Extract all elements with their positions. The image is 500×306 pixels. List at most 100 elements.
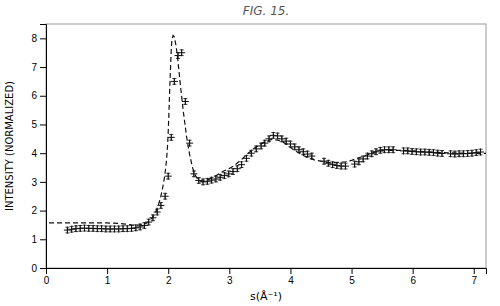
point xyxy=(145,219,152,226)
marks xyxy=(49,35,486,233)
x-axis-tick-mark xyxy=(352,268,353,274)
point xyxy=(439,150,446,157)
point xyxy=(243,155,250,162)
point xyxy=(390,146,397,153)
points xyxy=(64,49,484,233)
point xyxy=(404,147,411,154)
x-axis-tick-label: 7 xyxy=(471,275,477,286)
point xyxy=(329,161,336,168)
point xyxy=(212,176,219,183)
point xyxy=(342,163,349,170)
y-axis: 0 1 2 3 4 5 6 7 8 xyxy=(31,25,46,274)
point xyxy=(128,225,135,232)
point xyxy=(141,222,148,229)
point xyxy=(204,178,211,185)
x-axis-tick-mark xyxy=(107,268,108,274)
point xyxy=(165,173,172,180)
x-axis-tick: 4 xyxy=(288,268,294,286)
y-axis-tick-label: 4 xyxy=(31,148,37,159)
y-axis-tick-label: 1 xyxy=(31,234,37,245)
point xyxy=(195,177,202,184)
y-axis-tick-mark xyxy=(40,268,46,269)
y-axis-tick-mark xyxy=(40,124,46,125)
point xyxy=(333,162,340,169)
point xyxy=(221,172,228,179)
y-axis-tick: 0 xyxy=(31,263,46,274)
y-axis-tick-label: 2 xyxy=(31,205,37,216)
y-axis-tick-mark xyxy=(40,153,46,154)
point xyxy=(168,134,175,141)
point xyxy=(178,49,185,56)
point xyxy=(200,178,207,185)
x-axis-tick-label: 5 xyxy=(349,275,355,286)
point xyxy=(149,214,156,221)
point xyxy=(157,202,164,209)
point xyxy=(182,98,189,105)
y-axis-tick: 2 xyxy=(31,205,46,216)
y-axis-tick-label: 7 xyxy=(31,62,37,73)
y-axis-tick: 6 xyxy=(31,90,46,101)
x-axis-tick: 0 xyxy=(44,268,50,286)
x-axis-tick-mark xyxy=(229,268,230,274)
point xyxy=(468,150,475,157)
point xyxy=(477,149,484,156)
y-axis-tick-label: 0 xyxy=(31,263,37,274)
y-axis-tick-label: 3 xyxy=(31,177,37,188)
x-axis-line xyxy=(47,269,487,275)
point xyxy=(430,149,437,156)
point xyxy=(325,160,332,167)
point xyxy=(217,174,224,181)
point xyxy=(137,223,144,230)
x-axis-tick: 1 xyxy=(105,268,111,286)
y-axis-line xyxy=(40,25,47,269)
point xyxy=(270,132,277,139)
y-axis-tick-label: 6 xyxy=(31,90,37,101)
point xyxy=(162,193,169,200)
chart: 0 1 2 3 4 5 6 7 0 1 2 3 4 5 6 7 8 FIG. 15. s(Å⁻¹) INTENSITY… xyxy=(0,0,500,306)
x-axis-tick: 7 xyxy=(471,268,477,286)
point xyxy=(234,165,241,172)
x-axis-tick: 5 xyxy=(349,268,355,286)
point xyxy=(208,177,215,184)
point xyxy=(186,140,193,147)
x-axis: 0 1 2 3 4 5 6 7 xyxy=(44,268,487,286)
x-axis-tick-mark xyxy=(168,268,169,274)
y-axis-tick-mark xyxy=(40,38,46,39)
x-axis-tick-label: 6 xyxy=(410,275,416,286)
y-axis-tick-mark xyxy=(40,239,46,240)
x-axis-tick-label: 0 xyxy=(44,275,50,286)
point xyxy=(261,140,268,147)
point xyxy=(373,148,380,155)
y-axis-tick-mark xyxy=(40,96,46,97)
x-axis-tick-label: 2 xyxy=(166,275,172,286)
point xyxy=(68,226,75,233)
plot: 0 1 2 3 4 5 6 7 0 1 2 3 4 5 6 7 8 xyxy=(31,24,486,286)
point xyxy=(132,224,139,231)
point xyxy=(64,227,71,234)
point xyxy=(171,78,178,85)
y-axis-tick: 8 xyxy=(31,33,46,44)
error-bars xyxy=(65,50,482,233)
plot-frame xyxy=(46,24,486,268)
point xyxy=(473,149,480,156)
point xyxy=(238,161,245,168)
x-axis-tick-label: 1 xyxy=(105,275,111,286)
point xyxy=(266,135,273,142)
y-axis-title: INTENSITY (NORMALIZED) xyxy=(4,81,15,211)
point xyxy=(248,150,255,157)
y-axis-tick: 4 xyxy=(31,148,46,159)
y-axis-tick: 1 xyxy=(31,234,46,245)
y-axis-tick: 5 xyxy=(31,119,46,130)
x-axis-tick-mark xyxy=(413,268,414,274)
x-axis-tick-label: 3 xyxy=(227,275,233,286)
title: FIG. 15. xyxy=(243,4,289,18)
y-axis-tick-mark xyxy=(40,211,46,212)
point xyxy=(308,153,315,160)
y-axis-tick-label: 5 xyxy=(31,119,37,130)
x-axis-tick: 3 xyxy=(227,268,233,286)
y-axis-tick-label: 8 xyxy=(31,33,37,44)
y-axis-tick-mark xyxy=(40,67,46,68)
curve xyxy=(49,35,486,225)
x-axis-title: s(Å⁻¹) xyxy=(250,290,282,303)
y-axis-tick: 7 xyxy=(31,62,46,73)
